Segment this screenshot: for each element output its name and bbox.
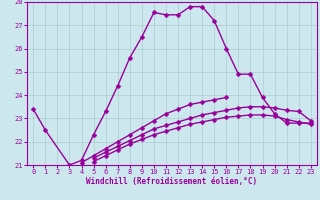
X-axis label: Windchill (Refroidissement éolien,°C): Windchill (Refroidissement éolien,°C) (86, 177, 258, 186)
